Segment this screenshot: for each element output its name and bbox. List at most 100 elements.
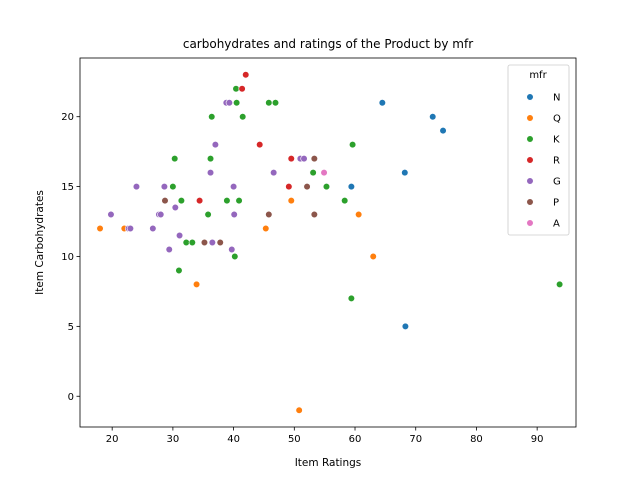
legend-marker-K — [526, 135, 534, 143]
point-G-9 — [171, 203, 179, 212]
point-K-11 — [232, 85, 240, 93]
point-G-7 — [160, 182, 168, 191]
point-G-2 — [126, 224, 134, 233]
legend-marker-P — [526, 198, 534, 206]
chart-title: carbohydrates and ratings of the Product… — [183, 37, 473, 51]
point-P-2 — [216, 238, 224, 247]
point-G-13 — [211, 141, 219, 149]
point-N-4 — [347, 182, 355, 191]
point-Q-7 — [369, 252, 377, 261]
point-K-2 — [175, 266, 183, 275]
point-K-7 — [206, 155, 215, 163]
point-R-3 — [256, 141, 264, 149]
legend-label-N: N — [553, 93, 560, 104]
point-Q-4 — [287, 196, 295, 205]
point-R-4 — [285, 182, 293, 191]
point-K-14 — [239, 113, 247, 121]
x-tick-label-2: 40 — [227, 434, 240, 445]
x-tick-label-1: 30 — [167, 434, 180, 445]
point-K-12 — [233, 99, 241, 107]
x-tick-label-4: 60 — [349, 434, 362, 445]
point-K-0 — [169, 182, 177, 191]
y-tick-label-0: 0 — [68, 392, 74, 403]
point-P-0 — [161, 196, 169, 205]
point-P-3 — [265, 210, 273, 219]
point-K-15 — [265, 99, 273, 107]
point-G-11 — [206, 169, 215, 177]
x-tick-label-6: 80 — [470, 434, 483, 445]
point-R-2 — [242, 71, 250, 79]
data-points — [96, 71, 564, 414]
legend-label-G: G — [553, 177, 561, 188]
point-P-6 — [310, 210, 318, 219]
legend-frame — [507, 64, 570, 236]
point-G-8 — [165, 245, 173, 254]
point-K-17 — [309, 169, 317, 177]
point-N-2 — [439, 127, 447, 135]
point-K-16 — [271, 99, 280, 107]
x-tick-label-7: 90 — [531, 434, 544, 445]
x-tick-label-3: 50 — [288, 434, 301, 445]
x-axis-label: Item Ratings — [295, 457, 362, 469]
point-P-1 — [200, 238, 209, 247]
point-K-6 — [204, 210, 212, 219]
point-K-3 — [177, 196, 185, 205]
point-G-18 — [230, 210, 238, 219]
y-axis-label: Item Carbohydrates — [34, 190, 46, 295]
point-G-16 — [228, 245, 236, 254]
point-N-3 — [401, 169, 409, 177]
point-Q-6 — [355, 210, 363, 219]
point-G-0 — [107, 210, 115, 219]
x-tick-label-5: 70 — [409, 434, 422, 445]
legend-label-A: A — [553, 219, 560, 230]
point-N-5 — [401, 322, 410, 330]
point-P-5 — [310, 155, 318, 163]
point-G-17 — [229, 182, 238, 191]
point-K-5 — [188, 238, 196, 247]
point-G-15 — [225, 99, 233, 107]
legend-marker-N — [526, 93, 534, 101]
x-tick-label-0: 20 — [106, 434, 119, 445]
point-K-13 — [235, 196, 243, 205]
point-G-6 — [157, 210, 165, 219]
legend-marker-Q — [526, 114, 534, 122]
point-K-21 — [348, 141, 357, 149]
point-K-10 — [231, 252, 239, 261]
point-P-4 — [303, 182, 311, 191]
legend-label-P: P — [553, 198, 559, 209]
y-axis-ticks: 0 5 10 15 20 — [61, 112, 80, 403]
legend-marker-G — [526, 177, 534, 185]
point-Q-0 — [96, 224, 104, 233]
y-tick-label-4: 20 — [61, 112, 74, 123]
point-K-4 — [182, 238, 190, 247]
point-G-4 — [149, 224, 157, 233]
point-Q-2 — [192, 280, 201, 289]
legend-title: mfr — [529, 70, 547, 81]
legend-label-Q: Q — [553, 114, 561, 125]
legend-marker-R — [526, 156, 534, 164]
point-K-20 — [347, 294, 355, 303]
point-K-18 — [322, 182, 331, 191]
y-tick-label-1: 5 — [68, 322, 74, 333]
point-G-19 — [270, 169, 278, 177]
point-Q-5 — [295, 406, 303, 414]
y-tick-label-2: 10 — [61, 252, 74, 263]
point-Q-3 — [262, 224, 270, 233]
point-K-1 — [171, 155, 179, 163]
point-G-12 — [208, 238, 216, 247]
legend-label-R: R — [553, 156, 560, 167]
point-G-10 — [175, 231, 184, 240]
plot-frame — [79, 57, 577, 428]
point-K-9 — [223, 196, 231, 205]
point-G-21 — [300, 155, 308, 163]
point-R-5 — [287, 155, 295, 163]
point-N-0 — [378, 99, 386, 107]
point-K-22 — [556, 280, 564, 289]
legend-marker-A — [526, 219, 534, 227]
point-K-19 — [341, 196, 349, 205]
point-K-8 — [208, 113, 216, 121]
legend-label-K: K — [553, 135, 560, 146]
